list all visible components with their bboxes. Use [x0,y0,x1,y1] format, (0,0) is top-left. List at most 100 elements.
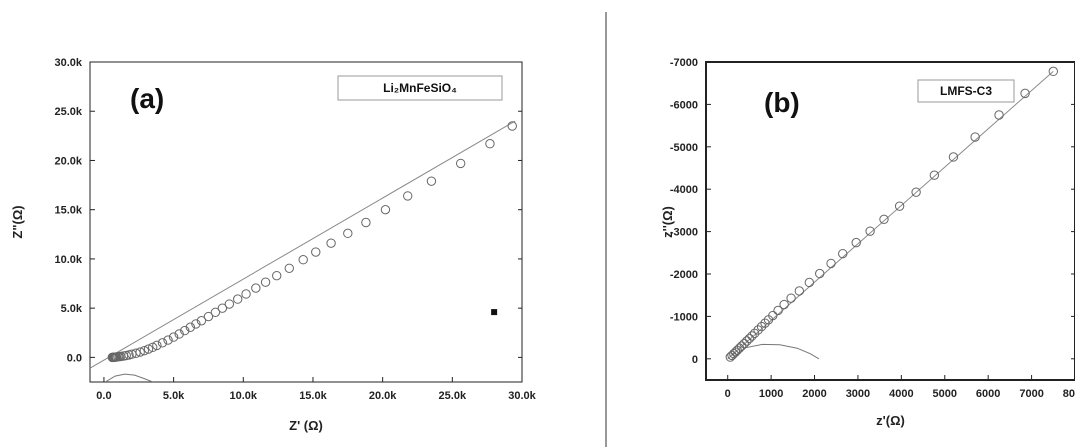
data-point [879,214,889,225]
legend-box [917,79,1015,103]
x-tick-label: 30.0k [508,390,536,402]
data-point [749,328,760,339]
legend-label: Li₂MnFeSiO₄ [383,81,457,95]
y-tick-label: 25.0k [54,106,82,118]
plot-area [725,66,1058,362]
data-point [911,187,921,197]
data-point [163,335,173,345]
data-point [786,293,796,303]
data-point [485,139,495,149]
data-point [403,191,413,201]
y-tick-label: 0 [692,354,698,366]
data-point [507,121,517,131]
data-point [148,342,158,353]
x-tick-label: 15.0k [299,390,327,402]
data-point [727,350,737,361]
chart-panel-b: 0 1000 2000 3000 4000 5000 6000 7000 8000 -7000 -6… [660,57,1075,428]
data-point [224,299,235,309]
x-tick-label: 0 [725,388,731,400]
x-tick-label: 7000 [1019,388,1043,400]
data-point [455,158,466,169]
data-point [174,329,184,339]
data-point [929,170,940,180]
data-point [343,228,353,239]
panel-tag: (b) [764,87,800,118]
data-point [233,294,243,304]
data-point [241,289,251,299]
data-point [773,305,783,316]
data-point [994,110,1004,120]
panel-tag: (a) [130,83,164,114]
x-tick-label: 3000 [846,388,870,400]
data-point [491,309,498,316]
data-point [804,277,815,288]
data-point [180,325,190,336]
x-tick-label: 8000 [1063,388,1075,400]
data-point [168,332,179,342]
data-point [426,176,437,186]
x-tick-label: 4000 [889,388,913,400]
y-tick-label: 10.0k [54,254,82,266]
data-point [865,226,875,236]
y-tick-label: 20.0k [54,155,82,167]
plot-area [90,120,517,382]
y-tick-label: -3000 [670,227,698,239]
x-tick-label: 5.0k [163,390,185,402]
x-tick-label: 10.0k [230,390,258,402]
data-point [210,307,221,317]
data-point [191,319,201,329]
data-point [143,344,154,354]
data-point [744,333,755,344]
x-tick-label: 5000 [933,388,957,400]
x-tick-label: 2000 [802,388,826,400]
y-tick-label: -1000 [670,311,698,323]
data-point [742,336,752,346]
data-point [794,286,805,296]
data-point [739,338,749,349]
data-point [826,258,836,269]
data-point [152,340,162,351]
data-point [217,303,228,313]
x-tick-label: 25.0k [439,390,467,402]
x-tick-label: 6000 [976,388,1000,400]
data-point [380,204,391,215]
y-tick-label: -4000 [670,184,698,196]
data-point [203,311,214,322]
data-point [729,349,739,359]
plot-frame [705,61,1075,381]
data-point [157,338,168,348]
chart-panel-a: 0.0 5.0k 10.0k 15.0k 20.0k 25.0k 30.0k 0.0 5.0k 1… [10,57,537,433]
x-tick-label: 0.0 [96,390,111,402]
x-tick-label: 20.0k [369,390,397,402]
x-axis-label: z'(Ω) [876,413,905,428]
data-point [756,321,767,332]
x-tick-label: 1000 [759,388,783,400]
x-axis-label: Z' (Ω) [289,418,323,433]
data-point [298,255,308,265]
data-point [260,277,271,287]
y-tick-label: -7000 [670,57,698,69]
data-point [815,268,825,279]
data-point [361,217,371,228]
y-tick-label: 30.0k [54,57,82,69]
y-axis-label: z''(Ω) [660,206,675,238]
data-point [272,270,282,281]
data-point [139,345,150,356]
y-axis-label: Z"(Ω) [10,205,25,238]
data-point [1020,88,1030,99]
legend-box [337,75,503,101]
y-tick-label: -6000 [670,99,698,111]
data-point [725,352,736,362]
data-point [760,318,770,328]
data-point [131,348,141,358]
data-point [185,322,196,332]
data-point [894,201,905,211]
data-point [251,283,261,293]
y-tick-label: -2000 [670,269,698,281]
data-point [851,237,861,248]
data-point [768,310,778,321]
semicircle-arc [105,373,153,382]
y-tick-label: 0.0 [67,352,82,364]
y-tick-label: -5000 [670,142,698,154]
